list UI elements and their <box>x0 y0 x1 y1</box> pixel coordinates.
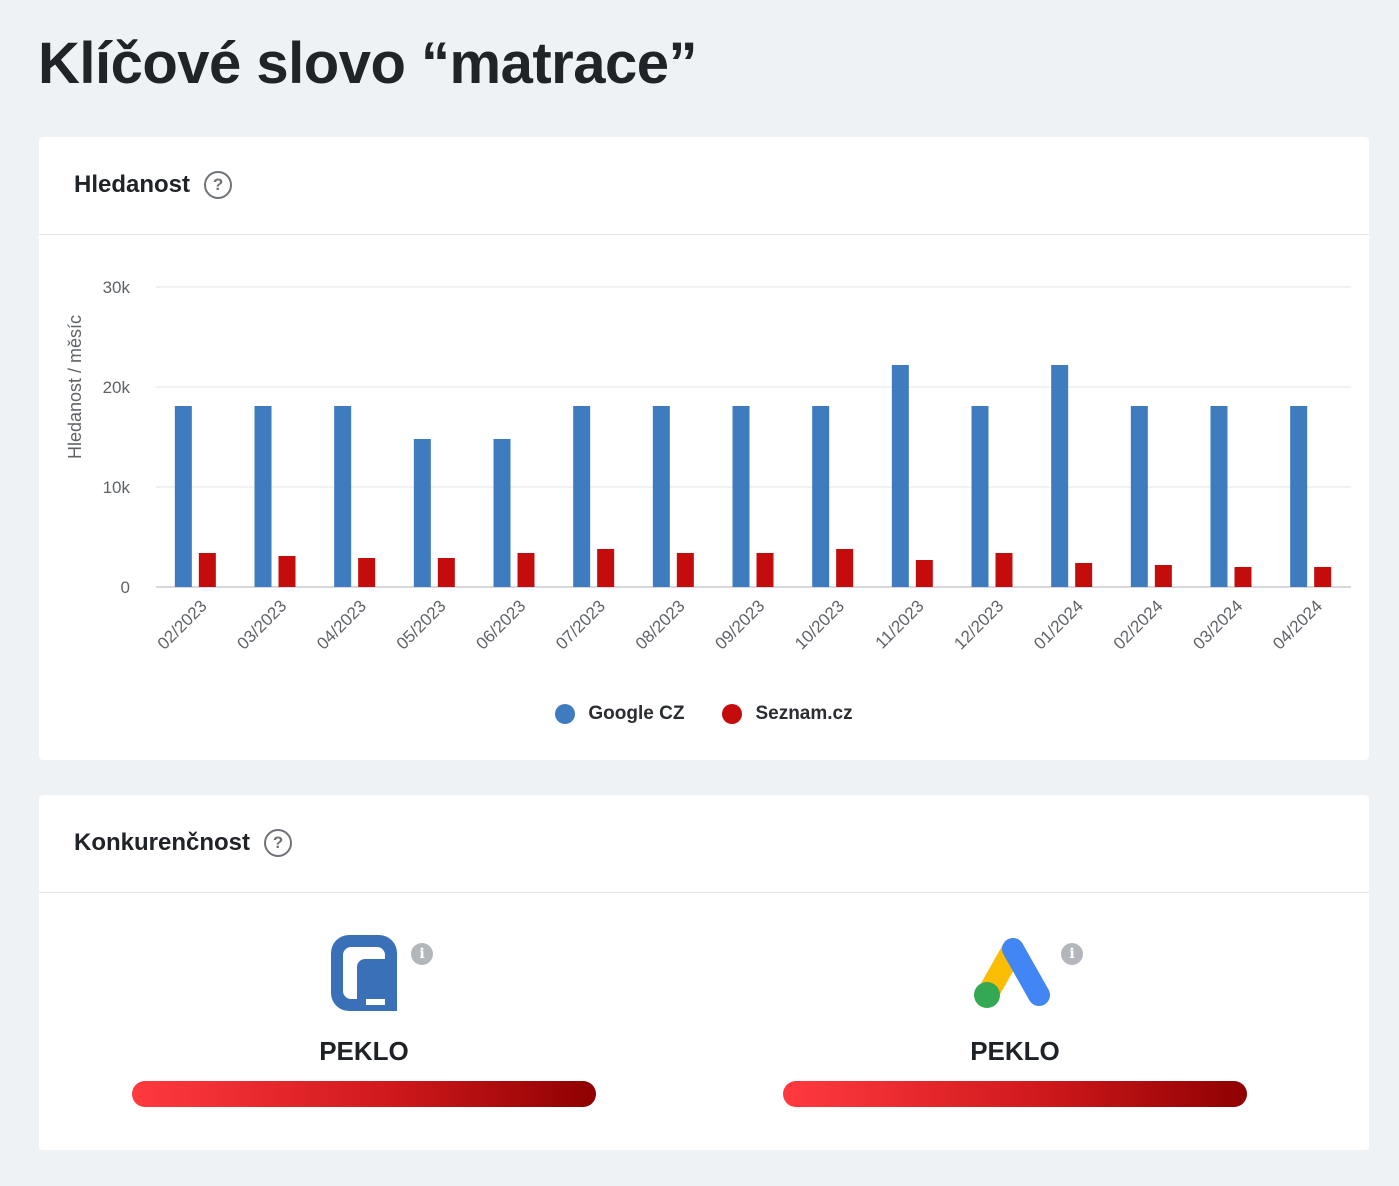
x-tick-label: 04/2023 <box>313 596 370 653</box>
x-tick-label: 10/2023 <box>791 596 848 653</box>
x-tick-label: 02/2023 <box>154 596 211 653</box>
bar-seznam <box>597 549 615 587</box>
competition-card: Konkurenčnost ? i PEKLO i PEKLO <box>39 795 1369 1150</box>
y-tick-label: 10k <box>103 478 131 497</box>
x-tick-label: 03/2024 <box>1189 596 1246 653</box>
bar-google <box>1290 406 1308 587</box>
search-volume-title: Hledanost <box>74 171 191 198</box>
bar-google <box>732 406 750 587</box>
bar-google <box>812 406 830 587</box>
search-volume-title-row: Hledanost ? <box>74 171 233 199</box>
bar-google <box>254 406 272 587</box>
y-tick-label: 30k <box>103 278 131 297</box>
bar-google <box>891 365 909 587</box>
legend-label: Seznam.cz <box>755 703 853 724</box>
search-volume-card: Hledanost ? 0 10k 20k 30k Hledanost / měsíc 0… <box>39 137 1369 760</box>
bar-seznam <box>1314 567 1332 587</box>
bar-seznam <box>278 556 296 587</box>
competition-level: PEKLO <box>970 1036 1060 1066</box>
x-tick-label: 11/2023 <box>872 596 928 652</box>
x-tick-label: 09/2023 <box>711 596 768 653</box>
competition-card-header: Konkurenčnost ? <box>39 795 1369 893</box>
x-tick-label: 04/2024 <box>1269 596 1326 653</box>
question-circle-icon[interactable]: ? <box>204 171 233 199</box>
bar-google <box>174 406 192 587</box>
x-tick-label: 07/2023 <box>552 596 609 653</box>
legend-label: Google CZ <box>588 703 685 724</box>
y-tick-label: 20k <box>103 378 131 397</box>
x-tick-label: 12/2023 <box>950 596 1007 653</box>
bar-seznam <box>756 553 774 587</box>
bar-google <box>573 406 591 587</box>
x-tick-label: 02/2024 <box>1110 596 1167 653</box>
legend-swatch <box>722 704 743 724</box>
bar-google <box>1051 365 1069 587</box>
info-icon[interactable]: i <box>411 943 433 965</box>
bar-google <box>971 406 989 587</box>
x-tick-label: 03/2023 <box>233 596 290 653</box>
competition-level: PEKLO <box>319 1036 409 1066</box>
bar-seznam <box>836 549 854 587</box>
bar-google <box>1130 406 1148 587</box>
bar-google <box>1210 406 1228 587</box>
bar-seznam <box>517 553 535 587</box>
page-title: Klíčové slovo “matrace” <box>38 31 698 96</box>
bar-seznam <box>676 553 694 587</box>
chart-legend: Google CZ Seznam.cz <box>39 703 1369 725</box>
bar-google <box>493 439 511 587</box>
competition-title-row: Konkurenčnost ? <box>74 829 293 857</box>
bar-seznam <box>437 558 455 587</box>
info-icon[interactable]: i <box>1061 943 1083 965</box>
sklik-logo-wrap: i <box>132 933 596 1013</box>
legend-item[interactable]: Google CZ <box>555 703 684 725</box>
bar-google <box>652 406 670 587</box>
competition-sklik: i PEKLO <box>132 933 596 1107</box>
x-tick-label: 05/2023 <box>393 596 450 653</box>
bar-seznam <box>915 560 933 587</box>
x-tick-label: 08/2023 <box>632 596 689 653</box>
google-ads-logo-icon <box>974 938 1050 1008</box>
competition-title: Konkurenčnost <box>74 829 251 856</box>
y-axis-label: Hledanost / měsíc <box>65 315 85 459</box>
bar-seznam <box>1075 563 1093 587</box>
bar-google <box>413 439 431 587</box>
competition-level-bar <box>783 1081 1247 1107</box>
bar-seznam <box>358 558 376 587</box>
sklik-logo-icon <box>331 935 397 1011</box>
google-ads-logo-wrap: i <box>783 933 1247 1013</box>
x-tick-label: 01/2024 <box>1030 596 1087 653</box>
bar-seznam <box>1154 565 1172 587</box>
competition-level-bar <box>132 1081 596 1107</box>
y-tick-label: 0 <box>121 578 130 597</box>
question-circle-icon[interactable]: ? <box>264 829 293 857</box>
legend-swatch <box>555 704 576 724</box>
competition-google-ads: i PEKLO <box>783 933 1247 1107</box>
legend-item[interactable]: Seznam.cz <box>722 703 853 725</box>
search-volume-chart: 0 10k 20k 30k Hledanost / měsíc 02/2023 03/202… <box>65 278 1351 653</box>
bar-seznam <box>1234 567 1252 587</box>
bar-seznam <box>198 553 216 587</box>
search-volume-card-header: Hledanost ? <box>39 137 1369 235</box>
x-tick-label: 06/2023 <box>472 596 529 653</box>
bar-seznam <box>995 553 1013 587</box>
bar-google <box>334 406 352 587</box>
